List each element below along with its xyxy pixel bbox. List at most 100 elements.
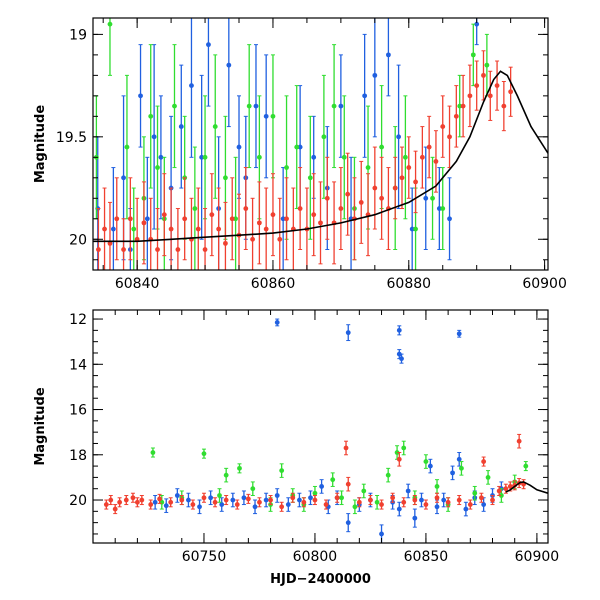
series-3 <box>103 433 526 515</box>
marker <box>223 497 229 503</box>
data-point <box>401 497 407 508</box>
data-point <box>243 167 249 251</box>
marker <box>312 497 318 503</box>
series-2 <box>93 18 490 270</box>
marker <box>202 247 208 252</box>
data-point <box>110 167 116 270</box>
marker <box>419 497 424 503</box>
marker <box>441 497 447 503</box>
marker <box>356 499 362 505</box>
data-point <box>385 467 391 483</box>
marker <box>263 226 269 232</box>
data-point <box>434 492 440 503</box>
data-point <box>345 324 351 342</box>
marker <box>440 206 446 211</box>
data-point <box>284 177 289 261</box>
marker <box>434 484 440 489</box>
marker <box>358 199 364 205</box>
marker <box>423 195 429 201</box>
data-point <box>301 497 307 508</box>
marker <box>172 103 177 109</box>
data-point <box>201 448 207 459</box>
marker <box>396 327 402 333</box>
data-point <box>345 513 351 533</box>
data-point <box>490 494 495 506</box>
marker <box>155 247 160 252</box>
marker <box>399 175 405 181</box>
chart-panel-2: 60750 60800 60850 60900 12 14 16 18 20 Magnitude H… <box>33 309 560 587</box>
marker <box>324 195 330 201</box>
data-point <box>467 499 473 510</box>
data-point <box>186 492 191 508</box>
marker <box>226 62 232 68</box>
marker <box>321 134 327 140</box>
data-point <box>157 493 162 504</box>
data-point <box>192 146 198 270</box>
marker <box>516 438 522 444</box>
data-point <box>201 492 207 503</box>
y-axis-label: Magnitude <box>33 105 48 184</box>
data-point <box>463 501 469 517</box>
data-point <box>117 497 123 508</box>
marker <box>343 445 349 451</box>
marker <box>481 502 487 507</box>
data-point <box>290 187 296 270</box>
marker <box>479 495 484 501</box>
marker <box>390 495 396 501</box>
data-point <box>396 64 401 210</box>
data-point <box>423 454 429 469</box>
data-point <box>212 54 218 199</box>
data-point <box>206 18 211 107</box>
data-point <box>441 492 447 508</box>
data-point <box>481 456 487 467</box>
marker <box>330 477 336 483</box>
marker <box>96 247 101 252</box>
data-point <box>212 497 218 508</box>
data-point <box>270 54 276 179</box>
data-point <box>334 492 340 503</box>
marker <box>460 103 466 109</box>
x-tick-label: 60900 <box>515 549 560 565</box>
data-point <box>345 476 351 492</box>
data-point <box>263 54 269 179</box>
marker <box>270 212 276 218</box>
data-point <box>223 201 228 270</box>
data-point <box>182 177 188 261</box>
marker <box>253 103 259 109</box>
data-point <box>223 467 229 483</box>
data-point <box>139 494 145 506</box>
x-tick-label: 60850 <box>404 549 449 565</box>
data-point <box>270 173 276 257</box>
series-1 <box>152 318 504 543</box>
marker <box>175 247 181 252</box>
marker <box>257 499 262 505</box>
data-point <box>396 452 402 467</box>
data-point <box>208 490 214 506</box>
data-point <box>358 160 364 244</box>
marker <box>294 144 300 150</box>
marker <box>345 481 351 487</box>
marker <box>139 497 145 503</box>
data-point <box>217 488 222 503</box>
marker <box>190 502 196 507</box>
marker <box>297 144 303 150</box>
marker <box>157 496 162 502</box>
marker <box>182 216 188 222</box>
data-point <box>523 461 529 472</box>
data-point <box>386 167 391 251</box>
marker <box>379 531 384 537</box>
data-point <box>484 33 490 97</box>
x-tick-label: 60800 <box>293 549 338 565</box>
data-point <box>294 85 300 210</box>
plot-frame <box>92 17 549 271</box>
data-point <box>412 494 418 506</box>
data-point <box>321 74 327 199</box>
data-point <box>246 44 252 169</box>
data-point <box>445 497 451 508</box>
marker <box>345 520 351 526</box>
marker <box>456 456 462 462</box>
marker <box>127 216 133 222</box>
marker <box>216 226 222 232</box>
data-point <box>285 497 291 512</box>
marker <box>219 502 225 507</box>
